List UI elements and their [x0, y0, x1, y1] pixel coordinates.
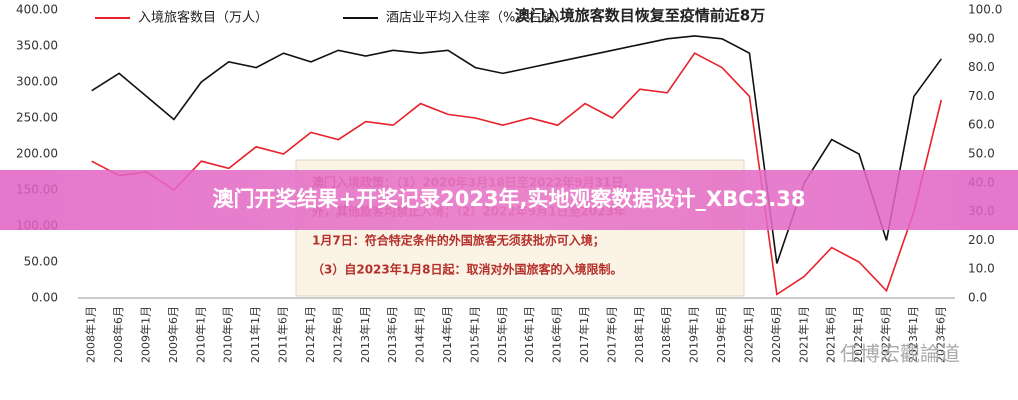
y2-tick-label: 100.0: [968, 3, 1002, 17]
x-tick-label: 2019年6月: [714, 306, 728, 363]
y-tick-label: 50.00: [24, 255, 58, 269]
y2-tick-label: 70.0: [968, 89, 995, 103]
y-tick-label: 250.00: [16, 111, 58, 125]
x-tick-label: 2016年1月: [522, 306, 536, 363]
watermark: 任博宏觀論道: [840, 342, 960, 366]
x-tick-label: 2009年6月: [166, 306, 180, 363]
y2-tick-label: 50.0: [968, 147, 995, 161]
banner-bg: [0, 170, 1018, 230]
series-line: [91, 52, 943, 296]
x-tick-label: 2023年6月: [933, 306, 947, 363]
x-tick-label: 2020年1月: [741, 306, 755, 363]
x-tick-label: 2011年1月: [248, 306, 262, 363]
annotation: （3）自2023年1月8日起：取消对外国旅客的入境限制。: [312, 262, 622, 277]
x-tick-label: 2018年1月: [632, 306, 646, 363]
y-tick-label: 300.00: [16, 75, 58, 89]
x-tick-label: 2010年6月: [221, 306, 235, 363]
x-tick-label: 2009年1月: [139, 306, 153, 363]
x-tick-label: 2016年6月: [550, 306, 564, 363]
x-tick-label: 2014年6月: [440, 306, 454, 363]
y-tick-label: 400.00: [16, 3, 58, 17]
x-tick-label: 2013年1月: [358, 306, 372, 363]
y-tick-label: 200.00: [16, 147, 58, 161]
x-tick-label: 2008年6月: [111, 306, 125, 363]
x-tick-label: 2019年1月: [687, 306, 701, 363]
x-tick-label: 2012年1月: [303, 306, 317, 363]
y2-tick-label: 0.0: [968, 291, 987, 305]
y-tick-label: 350.00: [16, 39, 58, 53]
x-tick-label: 2010年1月: [193, 306, 207, 363]
x-tick-label: 2021年1月: [796, 306, 810, 363]
x-tick-label: 2022年1月: [851, 306, 865, 363]
x-tick-label: 2008年1月: [84, 306, 98, 363]
y2-tick-label: 80.0: [968, 60, 995, 74]
x-tick-label: 2020年6月: [769, 306, 783, 363]
x-tick-label: 2013年6月: [385, 306, 399, 363]
x-tick-label: 2014年1月: [413, 306, 427, 363]
x-tick-label: 2017年6月: [604, 306, 618, 363]
x-tick-label: 2015年6月: [495, 306, 509, 363]
x-tick-label: 2022年6月: [878, 306, 892, 363]
chart-title: 澳门入境旅客数目恢复至疫情前近8万: [515, 7, 765, 25]
y-tick-label: 0.00: [31, 291, 58, 305]
y2-tick-label: 10.0: [968, 262, 995, 276]
x-tick-label: 2017年1月: [577, 306, 591, 363]
x-tick-label: 2023年1月: [906, 306, 920, 363]
banner: 澳门开奖结果+开奖记录2023年,实地观察数据设计_XBC3.38: [213, 187, 806, 211]
x-tick-label: 2015年1月: [467, 306, 481, 363]
legend-label: 入境旅客数目（万人）: [138, 10, 268, 26]
legend-label: 酒店业平均入住率（%，右轴）: [386, 10, 567, 26]
x-tick-label: 2021年6月: [824, 306, 838, 363]
x-tick-label: 2011年6月: [276, 306, 290, 363]
annotation: 1月7日：符合特定条件的外国旅客无须获批亦可入境；: [312, 233, 605, 248]
x-tick-label: 2012年6月: [330, 306, 344, 363]
y2-tick-label: 20.0: [968, 233, 995, 247]
x-tick-label: 2018年6月: [659, 306, 673, 363]
plot: 0.0050.00100.00150.00200.00250.00300.003…: [16, 3, 1002, 364]
y2-tick-label: 90.0: [968, 31, 995, 45]
y2-tick-label: 60.0: [968, 118, 995, 132]
